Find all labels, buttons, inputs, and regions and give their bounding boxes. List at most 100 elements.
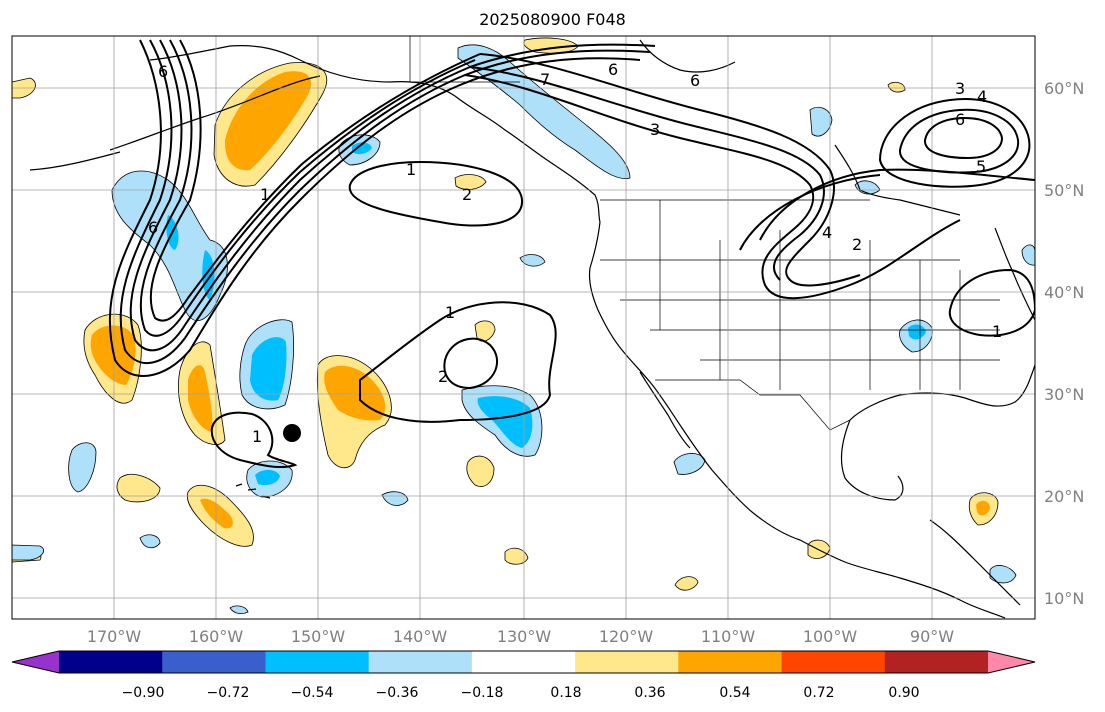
coastline [840, 419, 904, 501]
contour-label: 4 [822, 223, 832, 242]
coastlines-borders [29, 39, 1035, 619]
colorbar-segment [678, 651, 783, 673]
negative-anomaly-area [12, 544, 44, 561]
contour-label: 6 [148, 218, 158, 237]
contour-label: 5 [976, 157, 986, 176]
colorbar-segment [884, 651, 989, 673]
longitude-label: 120°W [599, 627, 654, 646]
contour-label: 6 [955, 110, 965, 129]
coastline [29, 151, 121, 171]
longitude-label: 90°W [910, 627, 954, 646]
longitude-label: 100°W [803, 627, 858, 646]
negative-anomaly-area [809, 106, 833, 137]
contour-labels: 6 6 1 2 1 1 2 1 7 6 3 6 3 4 5 2 4 1 6 [148, 60, 1002, 446]
contour-label: 4 [977, 87, 987, 106]
negative-anomaly-area [989, 565, 1017, 584]
latitude-label: 40°N [1044, 283, 1084, 302]
latitude-axis: 60°N 50°N 40°N 30°N 20°N 10°N [1044, 79, 1084, 608]
colorbar-tick-label: −0.36 [376, 685, 419, 701]
positive-anomaly-core [224, 71, 312, 171]
longitude-label: 150°W [291, 627, 346, 646]
contour-line [739, 174, 881, 251]
contour-label: 1 [406, 160, 416, 179]
colorbar-segment [162, 651, 266, 673]
contour-label: 3 [955, 79, 965, 98]
contour-label: 2 [462, 185, 472, 204]
contour-label: 6 [690, 71, 700, 90]
latitude-label: 10°N [1044, 589, 1084, 608]
positive-anomaly-area [887, 81, 906, 93]
us-mexico-border [655, 379, 851, 431]
negative-anomaly-core [255, 469, 280, 486]
colorbar-tick-label: 0.36 [634, 685, 665, 701]
negative-anomaly-core [477, 396, 533, 448]
contour-line [464, 74, 961, 300]
contour-label: 7 [540, 70, 550, 89]
longitude-label: 140°W [393, 627, 448, 646]
positive-anomaly-area [454, 174, 487, 190]
negative-anomaly-area [381, 491, 409, 506]
colorbar-tick-label: 0.72 [803, 685, 834, 701]
negative-anomaly-area [457, 44, 631, 179]
contour-label: 1 [252, 427, 262, 446]
longitude-label: 130°W [497, 627, 552, 646]
negative-anomaly-area [1021, 244, 1035, 266]
plot-title: 2025080900 F048 [479, 10, 626, 29]
negative-anomaly-area [139, 534, 161, 549]
coastline [834, 144, 961, 216]
negative-anomaly-area [519, 254, 546, 267]
negative-anomaly-core [908, 324, 926, 340]
colorbar-outline [11, 650, 1036, 674]
positive-anomaly-area [504, 547, 529, 565]
contour-label: 2 [852, 235, 862, 254]
contour-line [210, 411, 298, 469]
coastline [588, 221, 1006, 619]
contour-label: 1 [992, 322, 1002, 341]
colorbar-segment [368, 651, 473, 673]
alaska-border [409, 36, 520, 83]
colorbar-tick-label: −0.90 [122, 685, 165, 701]
latitude-label: 20°N [1044, 487, 1084, 506]
map-layers: 6 6 1 2 1 1 2 1 7 6 3 6 3 4 5 2 4 1 6 [12, 36, 1035, 619]
positive-anomaly-core [976, 500, 990, 516]
contour-line [149, 39, 481, 322]
contour-label: 6 [158, 62, 168, 81]
colorbar-tick-label: 0.18 [550, 685, 581, 701]
colorbar [11, 650, 1036, 674]
contour-line [923, 116, 1004, 160]
longitude-label: 170°W [87, 627, 142, 646]
contour-line [348, 160, 524, 227]
contour-line [469, 66, 825, 281]
positive-anomaly-area [474, 320, 496, 342]
coastline [109, 75, 321, 151]
positive-anomaly-core [200, 498, 233, 529]
contour-line [443, 337, 499, 390]
contour-line [479, 53, 861, 287]
longitude-axis: 170°W 160°W 150°W 140°W 130°W 120°W 110°… [87, 627, 954, 646]
negative-anomaly-core [250, 337, 287, 401]
contour-line [139, 39, 476, 337]
positive-anomaly-area [466, 455, 495, 487]
positive-anomaly-area [674, 576, 699, 591]
coastline [149, 45, 601, 223]
colorbar-tick-label: 0.54 [719, 685, 750, 701]
colorbar-segment [781, 651, 886, 673]
contour-label: 2 [438, 367, 448, 386]
contour-line [759, 168, 1035, 241]
location-marker [283, 424, 301, 442]
negative-anomaly-area [68, 442, 97, 493]
longitude-label: 160°W [189, 627, 244, 646]
longitude-label: 110°W [701, 627, 756, 646]
shading-layer [12, 37, 1035, 615]
contour-label: 1 [445, 303, 455, 322]
latitude-label: 30°N [1044, 385, 1084, 404]
colorbar-tick-label: −0.18 [461, 685, 504, 701]
latitude-label: 60°N [1044, 79, 1084, 98]
coastline [929, 519, 1021, 606]
latitude-label: 50°N [1044, 181, 1084, 200]
contours [108, 39, 1035, 469]
contour-label: 3 [650, 120, 660, 139]
colorbar-extend-low [12, 651, 59, 673]
contour-line [108, 39, 641, 377]
